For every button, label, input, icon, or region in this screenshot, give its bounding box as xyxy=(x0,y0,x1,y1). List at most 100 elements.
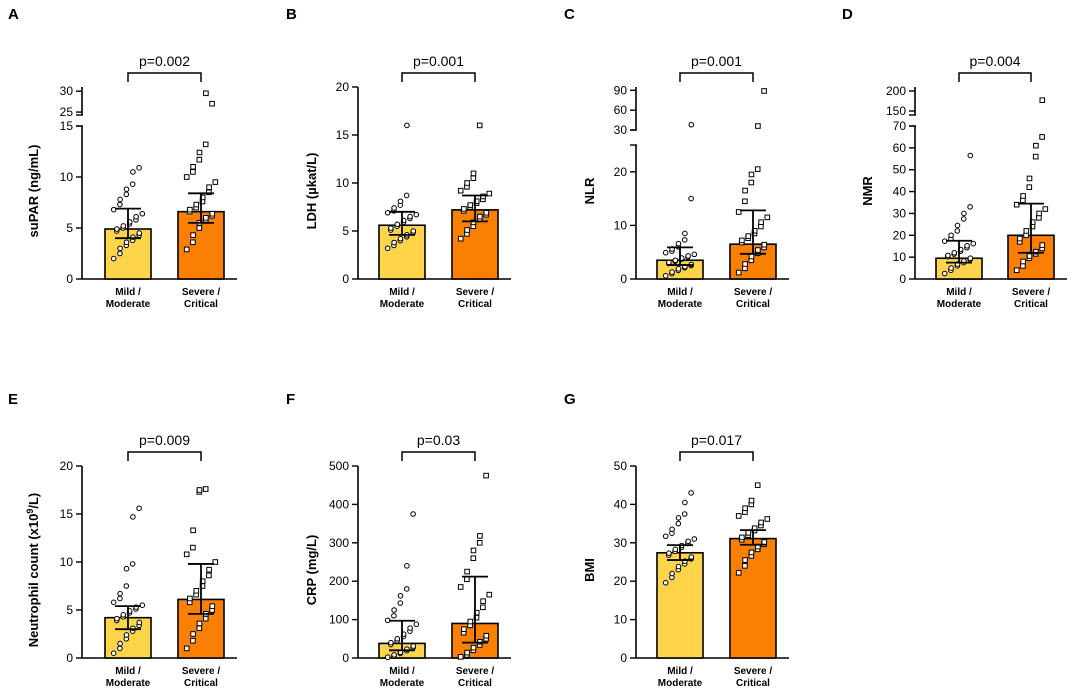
y-tick-label: 20 xyxy=(614,574,628,588)
data-point-severe xyxy=(196,487,203,493)
data-point-severe xyxy=(1020,258,1026,265)
y-tick-label: 15 xyxy=(60,119,74,133)
data-point-mild xyxy=(662,249,669,256)
data-point-severe xyxy=(748,171,755,178)
data-point-severe xyxy=(457,187,464,194)
x-category-label: Critical xyxy=(458,299,492,310)
x-category-label: Moderate xyxy=(106,678,151,689)
y-tick-label: 5 xyxy=(66,221,73,235)
data-point-mild xyxy=(139,602,146,609)
y-tick-label: 10 xyxy=(893,250,907,264)
data-point-mild xyxy=(136,505,142,512)
data-point-mild xyxy=(945,252,951,259)
y-tick-label: 30 xyxy=(614,123,628,137)
data-point-severe xyxy=(461,206,467,212)
data-point-severe xyxy=(470,644,477,651)
data-point-severe xyxy=(754,166,761,172)
y-tick-label: 5 xyxy=(342,224,349,238)
data-point-severe xyxy=(193,588,200,594)
data-point-severe xyxy=(745,233,752,239)
data-point-severe xyxy=(735,209,742,215)
data-point-severe xyxy=(739,534,745,541)
data-point-severe xyxy=(190,631,196,637)
data-point-severe xyxy=(1026,184,1033,190)
y-tick-label: 200 xyxy=(329,574,349,588)
data-point-severe xyxy=(206,189,212,196)
data-point-severe xyxy=(486,591,493,598)
significance-bracket xyxy=(679,72,754,82)
data-point-mild xyxy=(675,520,682,527)
data-point-severe xyxy=(1013,267,1020,274)
data-point-severe xyxy=(742,557,748,563)
y-tick-label: 20 xyxy=(336,80,350,94)
data-point-mild xyxy=(675,240,682,247)
x-category-label: Mild / xyxy=(115,666,141,677)
data-point-severe xyxy=(457,584,464,590)
data-point-mild xyxy=(397,198,404,205)
data-point-severe xyxy=(470,170,477,177)
data-point-mild xyxy=(117,201,123,208)
data-point-mild xyxy=(384,654,391,661)
data-point-mild xyxy=(669,269,675,275)
data-point-severe xyxy=(206,566,212,573)
data-point-severe xyxy=(470,219,477,226)
y-tick-label: 0 xyxy=(620,272,627,286)
data-point-severe xyxy=(209,603,216,609)
data-point-mild xyxy=(123,239,130,246)
data-point-severe xyxy=(202,141,209,148)
data-point-mild xyxy=(413,621,420,628)
data-point-severe xyxy=(742,563,748,569)
data-point-mild xyxy=(404,563,410,569)
significance-bracket xyxy=(401,451,476,461)
x-category-label: Severe / xyxy=(734,666,773,677)
data-point-mild xyxy=(394,636,401,642)
data-point-mild xyxy=(954,222,961,229)
data-point-mild xyxy=(675,515,682,521)
data-point-severe xyxy=(748,497,755,504)
data-point-severe xyxy=(203,90,209,97)
data-point-mild xyxy=(669,570,675,577)
data-point-severe xyxy=(193,201,200,208)
y-tick-label: 10 xyxy=(614,613,628,627)
data-point-severe xyxy=(735,269,742,276)
x-category-label: Moderate xyxy=(380,678,425,689)
data-point-mild xyxy=(110,255,117,262)
data-point-mild xyxy=(129,181,136,187)
data-point-severe xyxy=(761,241,768,248)
data-point-severe xyxy=(1033,248,1039,255)
data-point-severe xyxy=(755,123,761,129)
data-point-mild xyxy=(384,245,391,252)
data-point-mild xyxy=(681,237,688,243)
data-point-severe xyxy=(477,533,483,539)
panel-b: B LDH (µkat/L) 0 5 10 15 20 Mild /Moderate Sever… xyxy=(286,6,511,310)
data-point-mild xyxy=(391,205,397,211)
panel-letter: F xyxy=(286,391,295,408)
data-point-severe xyxy=(470,547,477,554)
y-tick-label: 20 xyxy=(614,165,628,179)
y-tick-label: 200 xyxy=(886,84,906,98)
data-point-mild xyxy=(139,210,146,217)
data-point-mild xyxy=(685,538,691,545)
data-point-severe xyxy=(196,149,203,156)
panel-g: G BMI 0 10 20 30 40 50 Mild /Moderate Severe /Cri… xyxy=(564,391,789,689)
data-point-mild xyxy=(675,266,682,272)
data-point-mild xyxy=(954,228,961,234)
y-tick-label: 60 xyxy=(893,141,907,155)
data-point-mild xyxy=(691,251,698,258)
data-point-mild xyxy=(117,250,123,257)
p-value-label: p=0.017 xyxy=(691,432,742,448)
data-point-severe xyxy=(183,246,190,253)
data-point-mild xyxy=(682,230,688,237)
data-point-severe xyxy=(203,215,209,221)
data-point-mild xyxy=(672,546,679,553)
data-point-mild xyxy=(688,121,695,128)
data-point-severe xyxy=(206,572,212,579)
data-point-severe xyxy=(755,247,761,253)
data-point-mild xyxy=(130,514,136,520)
x-category-label: Critical xyxy=(736,678,770,689)
y-tick-label: 20 xyxy=(893,228,907,242)
data-point-mild xyxy=(951,249,958,256)
data-point-mild xyxy=(136,165,142,171)
data-point-severe xyxy=(467,202,474,208)
